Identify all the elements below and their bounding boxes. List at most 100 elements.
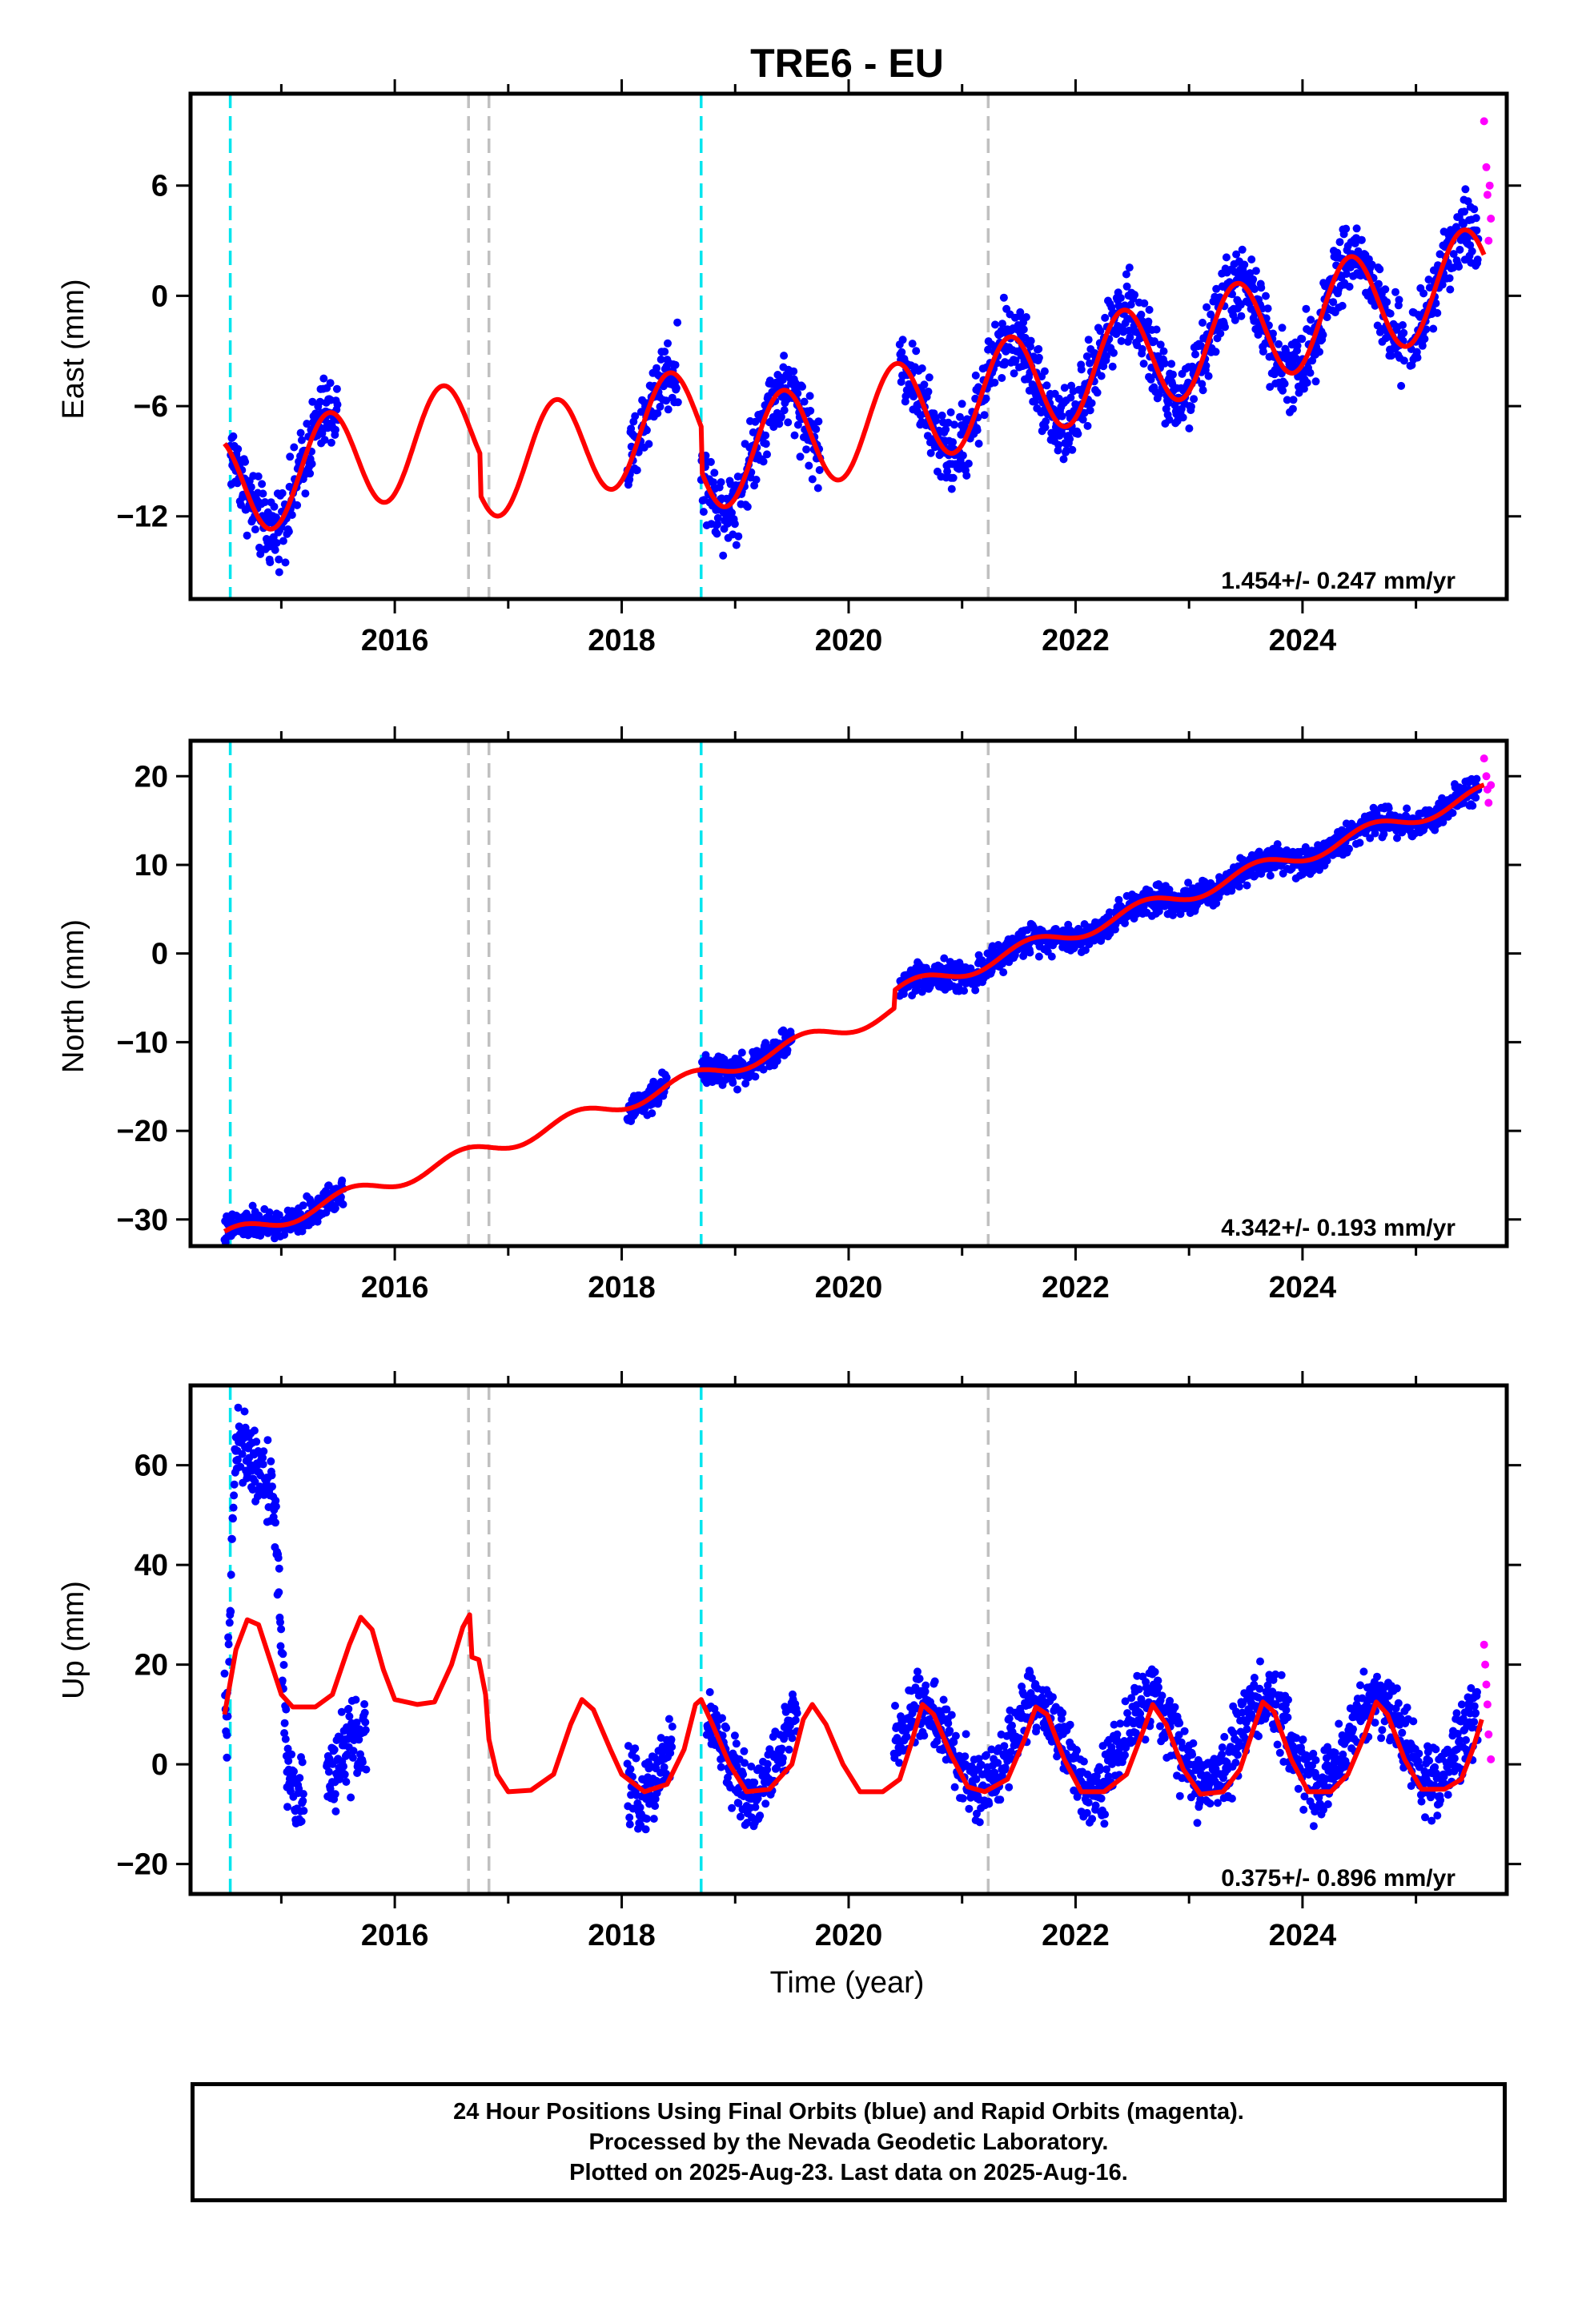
- east-final-orbit-point: [944, 418, 953, 427]
- east-final-orbit-point: [1001, 358, 1010, 367]
- up-final-orbit-point: [1462, 1735, 1470, 1744]
- east-final-orbit-point: [949, 473, 958, 482]
- north-final-orbit-point: [783, 1046, 792, 1055]
- up-final-orbit-point: [1323, 1743, 1332, 1751]
- east-final-orbit-point: [713, 529, 721, 538]
- east-final-orbit-point: [1086, 359, 1094, 368]
- up-final-orbit-point: [730, 1731, 739, 1740]
- east-final-orbit-point: [1084, 336, 1093, 344]
- up-final-orbit-point: [973, 1809, 981, 1818]
- up-final-orbit-point: [1271, 1700, 1280, 1709]
- up-final-orbit-point: [641, 1825, 650, 1834]
- up-final-orbit-point: [1229, 1729, 1238, 1738]
- up-final-orbit-point: [1005, 1714, 1014, 1723]
- east-final-orbit-point: [286, 452, 295, 461]
- east-final-orbit-point: [1125, 263, 1134, 272]
- up-final-orbit-point: [282, 1705, 291, 1714]
- east-final-orbit-point: [1145, 305, 1154, 314]
- up-final-orbit-point: [1439, 1772, 1448, 1781]
- up-final-orbit-point: [1356, 1681, 1364, 1690]
- east-final-orbit-point: [1399, 356, 1408, 365]
- up-final-orbit-point: [1335, 1719, 1343, 1728]
- north-rapid-orbit-point: [1480, 754, 1488, 763]
- up-final-orbit-point: [1425, 1756, 1434, 1765]
- east-final-orbit-point: [1221, 323, 1229, 332]
- up-final-orbit-point: [947, 1711, 956, 1719]
- up-final-orbit-point: [788, 1734, 797, 1743]
- up-final-orbit-point: [757, 1766, 766, 1775]
- up-final-orbit-point: [1049, 1693, 1057, 1702]
- north-rapid-orbit-point: [1482, 772, 1491, 781]
- up-final-orbit-point: [625, 1820, 634, 1829]
- up-final-orbit-point: [276, 1642, 285, 1651]
- north-y-tick-label: 0: [151, 938, 168, 971]
- east-final-orbit-point: [642, 426, 651, 435]
- north-final-orbit-point: [654, 1097, 663, 1106]
- up-final-orbit-point: [1250, 1674, 1259, 1682]
- east-final-orbit-point: [241, 457, 250, 466]
- north-final-orbit-point: [338, 1176, 347, 1185]
- east-final-orbit-point: [1022, 313, 1030, 321]
- up-final-orbit-point: [756, 1811, 765, 1820]
- up-final-orbit-point: [1113, 1730, 1122, 1739]
- up-final-orbit-point: [920, 1731, 929, 1740]
- up-final-orbit-point: [1175, 1791, 1184, 1800]
- up-final-orbit-point: [1227, 1794, 1236, 1803]
- east-x-tick-label: 2016: [361, 624, 429, 657]
- up-final-orbit-point: [1097, 1794, 1106, 1803]
- up-final-orbit-point: [1473, 1687, 1481, 1696]
- east-final-orbit-point: [287, 511, 296, 519]
- east-final-orbit-point: [256, 549, 265, 558]
- up-final-orbit-point: [1331, 1748, 1339, 1757]
- up-final-orbit-point: [1091, 1801, 1100, 1810]
- east-final-orbit-point: [1307, 316, 1315, 324]
- east-final-orbit-point: [284, 527, 293, 536]
- up-final-orbit-point: [1275, 1748, 1284, 1757]
- east-final-orbit-point: [1087, 399, 1096, 408]
- north-y-axis-label: North (mm): [57, 919, 90, 1073]
- up-final-orbit-point: [234, 1455, 242, 1464]
- up-final-orbit-point: [1150, 1667, 1159, 1676]
- east-final-orbit-point: [1459, 219, 1468, 228]
- east-final-orbit-point: [1030, 397, 1039, 406]
- up-final-orbit-point: [238, 1449, 247, 1458]
- east-final-orbit-point: [1446, 285, 1455, 294]
- east-final-orbit-point: [1068, 445, 1077, 454]
- east-final-orbit-point: [932, 416, 941, 425]
- north-final-orbit-point: [298, 1227, 307, 1236]
- north-final-orbit-point: [960, 987, 969, 995]
- up-final-orbit-point: [259, 1460, 267, 1469]
- east-final-orbit-point: [275, 555, 283, 564]
- up-final-orbit-point: [1398, 1728, 1407, 1737]
- up-final-orbit-point: [1170, 1703, 1179, 1711]
- east-final-orbit-point: [1387, 352, 1395, 360]
- north-rate-label: 4.342+/- 0.193 mm/yr: [1221, 1215, 1456, 1241]
- east-final-orbit-point: [1381, 285, 1390, 294]
- up-final-orbit-point: [1371, 1719, 1379, 1727]
- east-final-orbit-point: [1306, 368, 1315, 377]
- up-final-orbit-point: [1174, 1731, 1183, 1739]
- up-final-orbit-point: [1053, 1752, 1062, 1761]
- east-final-orbit-point: [734, 532, 743, 541]
- east-final-orbit-point: [1452, 223, 1460, 231]
- east-final-orbit-point: [950, 420, 958, 429]
- east-final-orbit-point: [912, 347, 921, 356]
- east-final-orbit-point: [1040, 367, 1049, 376]
- east-final-orbit-point: [662, 396, 671, 405]
- up-final-orbit-point: [705, 1688, 714, 1696]
- up-final-orbit-point: [734, 1799, 743, 1807]
- east-y-tick-label: −12: [117, 501, 168, 534]
- east-final-orbit-point: [1422, 325, 1431, 334]
- north-model-line: [223, 782, 1486, 1234]
- north-final-orbit-point: [1169, 911, 1177, 919]
- up-final-orbit-point: [280, 1729, 289, 1738]
- north-final-orbit-point: [1403, 804, 1411, 813]
- east-final-orbit-point: [1170, 401, 1179, 409]
- east-final-orbit-point: [1240, 260, 1249, 269]
- east-final-orbit-point: [1156, 340, 1165, 349]
- up-final-orbit-point: [263, 1436, 272, 1445]
- up-final-orbit-point: [793, 1709, 801, 1718]
- up-final-orbit-point: [1359, 1667, 1368, 1676]
- east-final-orbit-point: [761, 431, 770, 440]
- east-final-orbit-point: [962, 471, 971, 480]
